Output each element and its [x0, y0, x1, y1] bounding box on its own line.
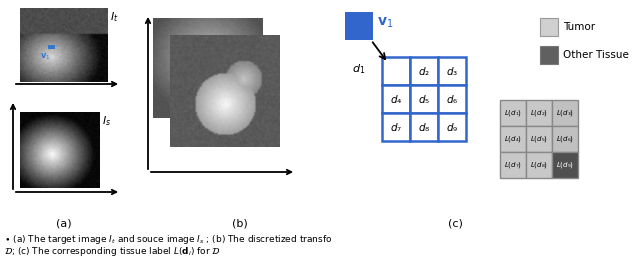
Text: $L(d₃)$: $L(d₃)$	[556, 108, 574, 118]
Bar	[232, 131, 244, 143]
Text: $d₃$: $d₃$	[446, 65, 458, 77]
Bar	[220, 107, 232, 119]
Bar	[540, 46, 558, 64]
Bar	[540, 18, 558, 36]
Bar	[410, 85, 438, 113]
Bar	[220, 131, 232, 143]
Text: $d₄$: $d₄$	[390, 93, 403, 105]
Text: $L(d₆)$: $L(d₆)$	[556, 134, 574, 144]
Text: $I_t$: $I_t$	[110, 10, 118, 24]
Text: $d₈$: $d₈$	[418, 121, 430, 133]
Bar	[220, 119, 232, 131]
Text: $I_s$: $I_s$	[102, 114, 111, 128]
Bar	[552, 152, 578, 178]
Bar	[48, 45, 54, 49]
Bar	[552, 100, 578, 126]
Bar	[244, 107, 256, 119]
Bar	[438, 57, 466, 85]
Text: $\mathbf{v}_1$: $\mathbf{v}_1$	[377, 16, 394, 30]
Text: Tumor: Tumor	[563, 22, 595, 32]
Text: $d₅$: $d₅$	[418, 93, 430, 105]
Text: $L(d₇)$: $L(d₇)$	[504, 160, 522, 170]
Text: (c): (c)	[447, 218, 463, 228]
Bar	[500, 100, 526, 126]
Bar	[232, 119, 244, 131]
Bar	[244, 119, 256, 131]
Text: $d_1$: $d_1$	[352, 62, 365, 76]
Bar	[345, 12, 373, 40]
Text: (a): (a)	[56, 218, 72, 228]
Text: $\mathcal{D}$; (c) The corresponding tissue label $L(\mathbf{d}_i)$ for $\mathca: $\mathcal{D}$; (c) The corresponding tis…	[4, 245, 221, 258]
Text: $d₂$: $d₂$	[418, 65, 430, 77]
Bar	[244, 131, 256, 143]
Text: $\mathbf{v}_1$: $\mathbf{v}_1$	[195, 69, 205, 79]
Text: $\mathbf{v}_1$: $\mathbf{v}_1$	[40, 52, 51, 62]
Text: (b): (b)	[232, 218, 248, 228]
Bar	[438, 85, 466, 113]
Bar	[382, 85, 410, 113]
Bar	[232, 107, 244, 119]
Text: $L(d₁)$: $L(d₁)$	[504, 108, 522, 118]
Bar	[526, 100, 552, 126]
Text: $L(d₄)$: $L(d₄)$	[504, 134, 522, 144]
Bar	[382, 57, 410, 85]
Bar	[198, 81, 207, 88]
Text: $L(d₉)$: $L(d₉)$	[556, 160, 574, 170]
Text: $L(d₅)$: $L(d₅)$	[530, 134, 548, 144]
Bar	[500, 152, 526, 178]
Text: Other Tissue: Other Tissue	[563, 50, 629, 60]
Text: $\bullet$ (a) The target image $I_t$ and souce image $I_s$ ; (b) The discretized: $\bullet$ (a) The target image $I_t$ and…	[4, 233, 332, 246]
Bar	[438, 113, 466, 141]
Bar	[382, 113, 410, 141]
Bar	[552, 126, 578, 152]
Bar	[410, 57, 438, 85]
Text: $d₆$: $d₆$	[446, 93, 458, 105]
Bar	[500, 126, 526, 152]
Text: $L(d₈)$: $L(d₈)$	[530, 160, 548, 170]
Bar	[526, 126, 552, 152]
Bar	[526, 152, 552, 178]
Text: $L(d₂)$: $L(d₂)$	[530, 108, 548, 118]
Text: $d₇$: $d₇$	[390, 121, 402, 133]
Text: $d₉$: $d₉$	[446, 121, 458, 133]
Bar	[410, 113, 438, 141]
